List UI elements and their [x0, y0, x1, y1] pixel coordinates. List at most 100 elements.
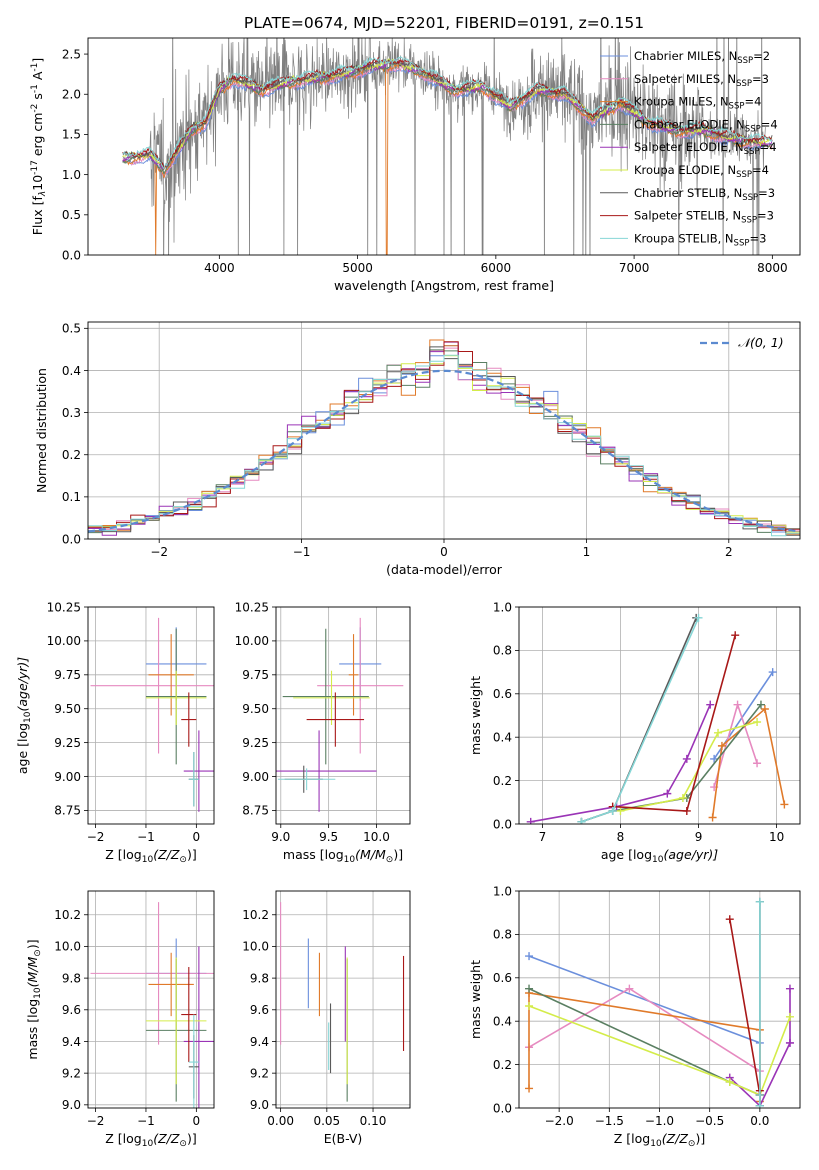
weight-vs-age-panel: 7 8 9 10 0.0 0.2 0.4 0.6 0.8 1.0 age [log10(age/yr…	[468, 600, 801, 865]
weight-marker	[708, 813, 717, 822]
weight-series-chabrier-elodie	[577, 700, 765, 824]
x-tick-label: 0	[440, 545, 448, 559]
weight-marker	[706, 700, 715, 709]
x-tick-label: 0	[193, 1114, 201, 1128]
errorbar-kroupa-elodie	[293, 670, 370, 725]
axes-frame	[275, 606, 411, 825]
x-tick-label: 1	[583, 545, 591, 559]
y-tick-label: 0.6	[493, 971, 512, 985]
weight-series-kroupa-elodie	[616, 718, 762, 815]
y-tick-label: 0.0	[62, 532, 81, 546]
weight-marker	[525, 984, 534, 993]
weight-marker	[755, 1101, 764, 1108]
plot-area	[525, 897, 794, 1108]
y-tick-label: 0.3	[62, 406, 81, 420]
errorbar-kroupa-miles	[348, 634, 359, 716]
x-tick-label: −2.0	[545, 1114, 574, 1128]
y-tick-label: 0.0	[62, 248, 81, 262]
y-tick-label: 0.2	[493, 774, 512, 788]
weight-marker	[731, 631, 740, 640]
legend-label: Salpeter STELIB, NSSP=3	[634, 209, 774, 226]
y-tick-label: 0.8	[493, 644, 512, 658]
x-tick-label: 0	[193, 830, 201, 844]
weight-marker	[694, 613, 703, 622]
axes-frame	[518, 890, 801, 1109]
legend-label: Chabrier ELODIE, NSSP=4	[634, 117, 778, 134]
plot-area	[276, 617, 404, 812]
x-tick-label: 2	[725, 545, 733, 559]
weight-marker	[785, 1038, 794, 1047]
x-tick-label: 0.0	[750, 1114, 769, 1128]
y-tick-label: 10.00	[47, 634, 81, 648]
weight-marker	[710, 754, 719, 763]
plot-area	[88, 339, 800, 537]
model-spectrum-kroupa-stelib	[122, 56, 773, 170]
weight-marker	[753, 718, 762, 727]
x-tick-label: 7000	[619, 261, 650, 275]
weight-marker	[768, 668, 777, 677]
x-axis-label: mass [log10(M/M⊙)]	[283, 847, 403, 865]
x-tick-label: −0.5	[695, 1114, 724, 1128]
weight-marker	[625, 984, 634, 993]
weight-marker	[785, 1012, 794, 1021]
weight-marker	[733, 700, 742, 709]
axes-frame	[87, 321, 801, 540]
x-tick-label: 10	[769, 830, 784, 844]
y-tick-label: 9.4	[250, 1035, 269, 1049]
y-tick-label: 9.50	[54, 702, 81, 716]
y-tick-label: 0.4	[62, 364, 81, 378]
grid	[276, 891, 410, 1108]
x-tick-label: 9.0	[271, 830, 290, 844]
y-tick-label: 9.75	[54, 668, 81, 682]
y-tick-label: 9.50	[242, 702, 269, 716]
mass-vs-metallicity-panel: −2 −1 0 9.0 9.2 9.4 9.6 9.8 10.0 10.2 Z [log10(Z/Z…	[25, 890, 215, 1149]
errorbar-kroupa-miles	[148, 952, 194, 1017]
y-tick-label: 10.2	[54, 908, 81, 922]
y-axis-label: Flux [fλ10-17 erg cm-2 s-1 A-1]	[30, 58, 48, 236]
weight-series-kroupa-stelib	[577, 613, 703, 824]
y-tick-label: 9.25	[54, 736, 81, 750]
y-tick-label: 10.00	[235, 634, 269, 648]
grid	[88, 322, 800, 540]
errorbar-kroupa-stelib	[188, 752, 199, 807]
x-tick-label: −1	[137, 830, 155, 844]
y-tick-label: 9.8	[250, 971, 269, 985]
axes-frame	[87, 890, 215, 1109]
x-tick-label: −2	[87, 1114, 105, 1128]
errorbar-salpeter-stelib	[181, 692, 197, 747]
x-tick-label: 0.10	[360, 1114, 387, 1128]
axes-frame	[87, 37, 801, 256]
y-tick-label: 10.25	[235, 600, 269, 614]
weight-marker	[725, 1077, 734, 1086]
x-tick-label: −1	[293, 545, 311, 559]
y-tick-label: 1.0	[493, 884, 512, 898]
weight-marker	[755, 1090, 764, 1099]
grid	[88, 891, 214, 1108]
plot-area	[90, 617, 214, 812]
weight-marker	[760, 704, 769, 713]
legend-label: Chabrier STELIB, NSSP=3	[634, 186, 775, 203]
x-tick-label: −1	[137, 1114, 155, 1128]
weight-series-salpeter-miles	[710, 700, 762, 792]
y-tick-label: 0.4	[493, 1015, 512, 1029]
legend-label: 𝒩(0, 1)	[738, 335, 784, 350]
y-tick-label: 8.75	[54, 804, 81, 818]
weight-marker	[525, 1002, 534, 1011]
errorbar-chabrier-elodie	[282, 628, 369, 765]
y-tick-label: 9.6	[62, 1003, 81, 1017]
x-axis-label: (data-model)/error	[386, 562, 503, 577]
y-axis-label: mass [log10(M/M⊙)]	[25, 939, 43, 1059]
axes-frame	[275, 890, 411, 1109]
weight-marker	[526, 817, 535, 824]
y-axis-label: age [log10(age/yr)]	[15, 657, 33, 774]
axes-frame	[87, 606, 215, 825]
age-vs-metallicity-panel: −2 −1 0 8.75 9.00 9.25 9.50 9.75 10.00 10.25 Z [lo…	[15, 600, 215, 865]
weight-marker	[525, 952, 534, 961]
x-tick-label: 7	[539, 830, 547, 844]
y-tick-label: 9.2	[62, 1066, 81, 1080]
errorbar-salpeter-stelib	[306, 692, 365, 747]
y-tick-label: 9.2	[250, 1066, 269, 1080]
errorbar-salpeter-miles	[90, 617, 214, 754]
weight-marker	[725, 915, 734, 924]
